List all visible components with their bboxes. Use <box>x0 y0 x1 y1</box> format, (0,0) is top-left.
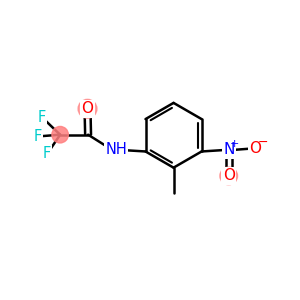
Text: +: + <box>230 139 239 148</box>
Text: F: F <box>34 129 42 144</box>
Text: F: F <box>38 110 46 124</box>
Text: O: O <box>249 141 261 156</box>
Text: −: − <box>257 136 268 148</box>
Text: F: F <box>43 146 51 161</box>
Text: N: N <box>223 142 234 158</box>
Circle shape <box>78 99 97 118</box>
Text: O: O <box>82 101 94 116</box>
Circle shape <box>220 167 238 185</box>
Text: NH: NH <box>105 142 127 158</box>
Circle shape <box>52 126 68 143</box>
Text: O: O <box>223 168 235 183</box>
